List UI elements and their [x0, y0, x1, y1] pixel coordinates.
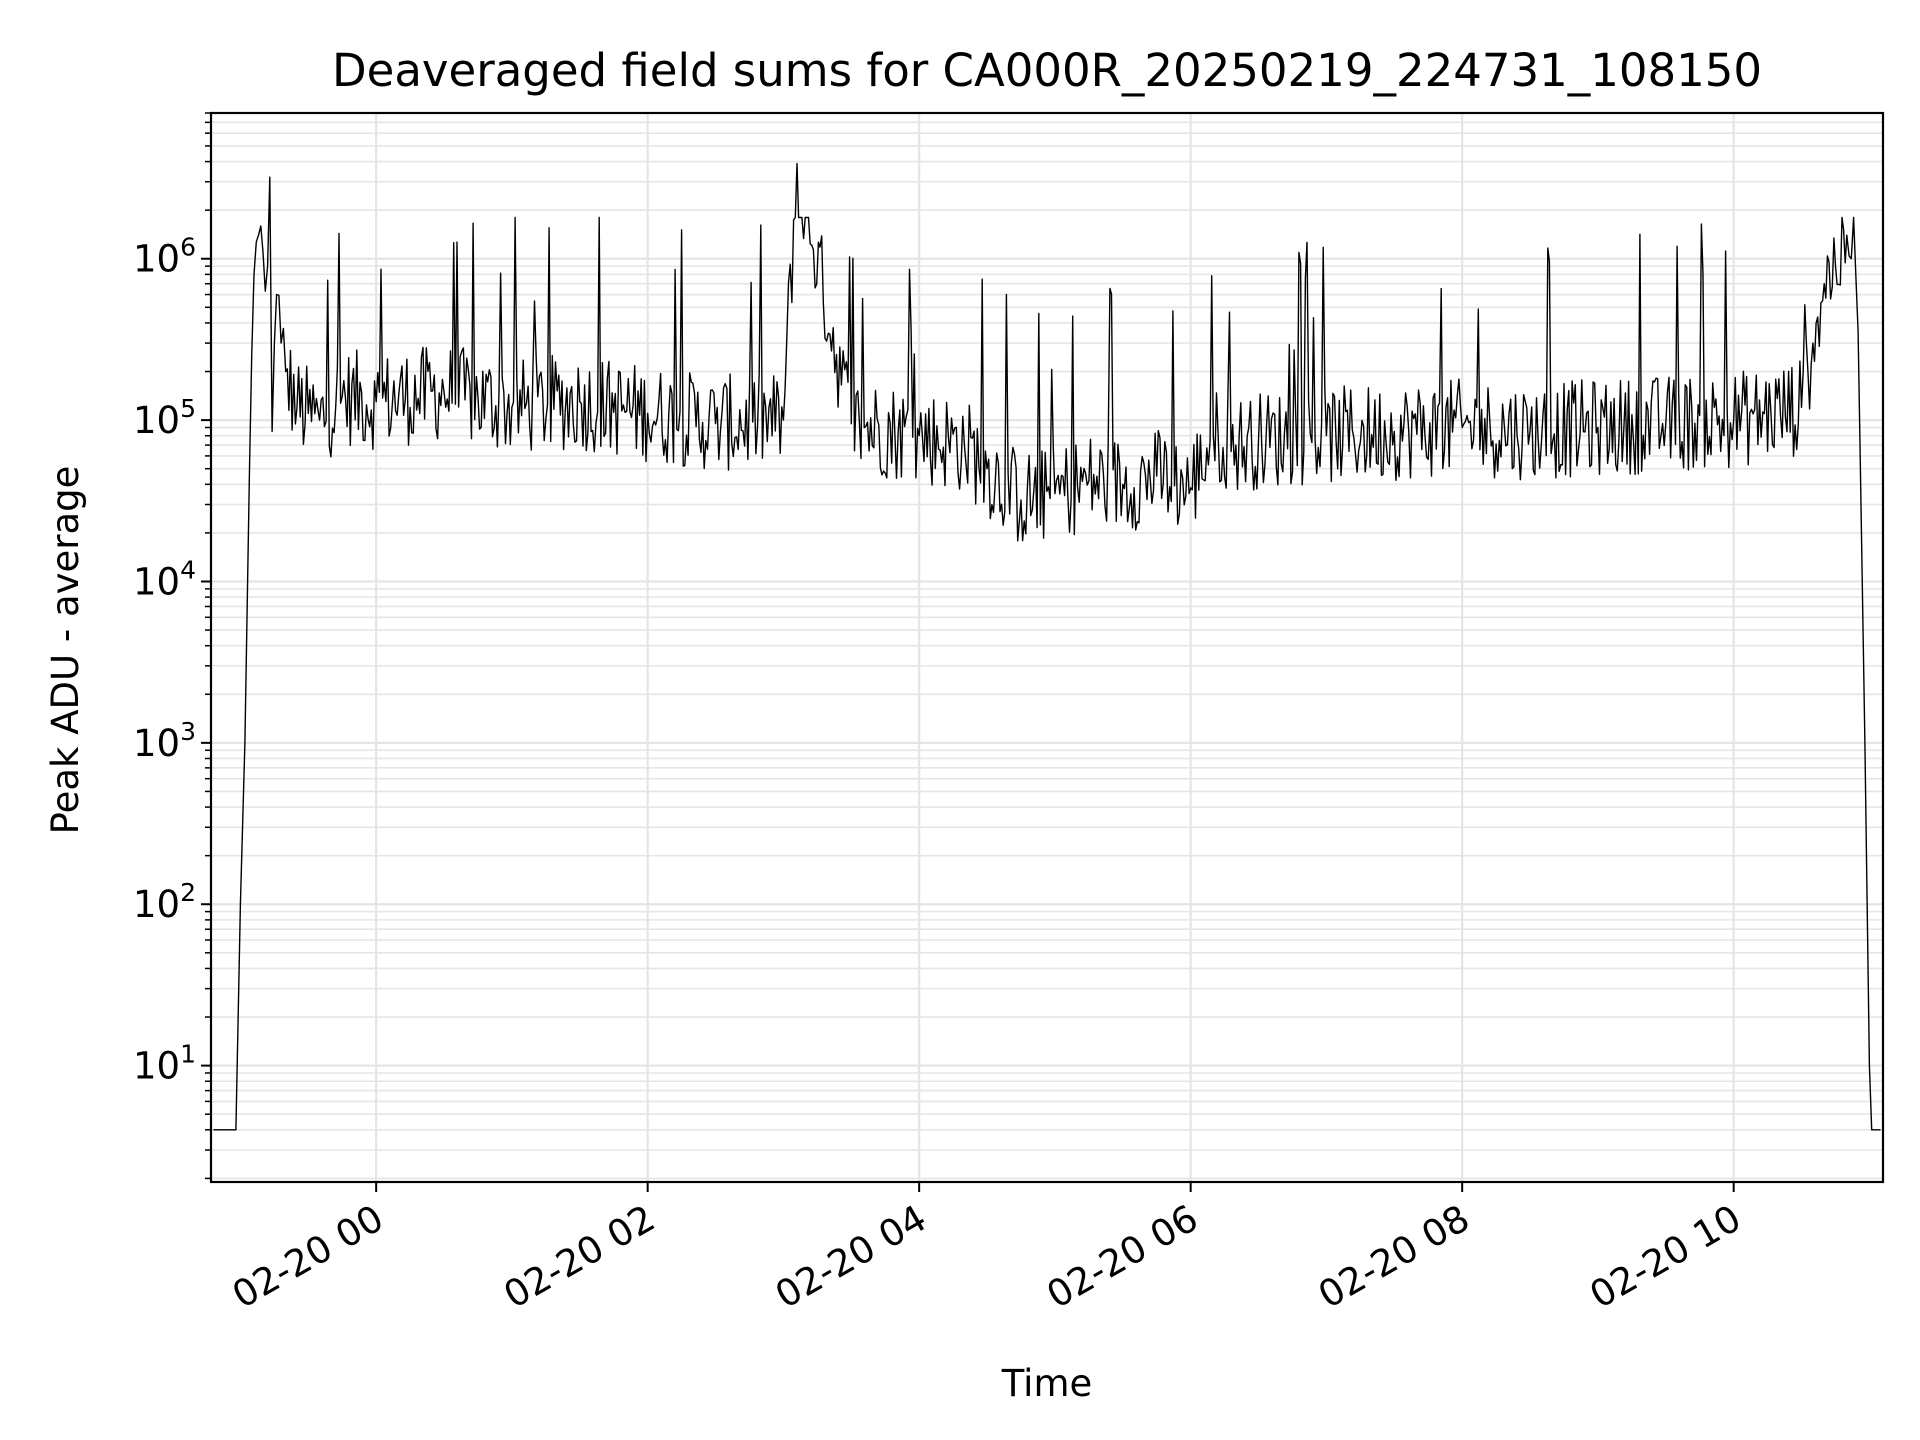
- plot-frame: [209, 111, 1885, 1184]
- y-tick-label: 106: [133, 233, 196, 281]
- y-tick-label: 103: [133, 717, 196, 765]
- y-tick-label: 104: [133, 555, 196, 603]
- data-area: [213, 163, 1880, 1129]
- y-tick-label: 102: [133, 878, 196, 926]
- x-axis-label: Time: [1001, 1362, 1093, 1405]
- y-tick-label: 105: [133, 394, 196, 442]
- y-tick-label: 101: [133, 1040, 196, 1088]
- series-line: [213, 163, 1880, 1129]
- y-axis-label: Peak ADU - average: [44, 466, 87, 835]
- chart-title: Deaveraged field sums for CA000R_2025021…: [332, 44, 1762, 97]
